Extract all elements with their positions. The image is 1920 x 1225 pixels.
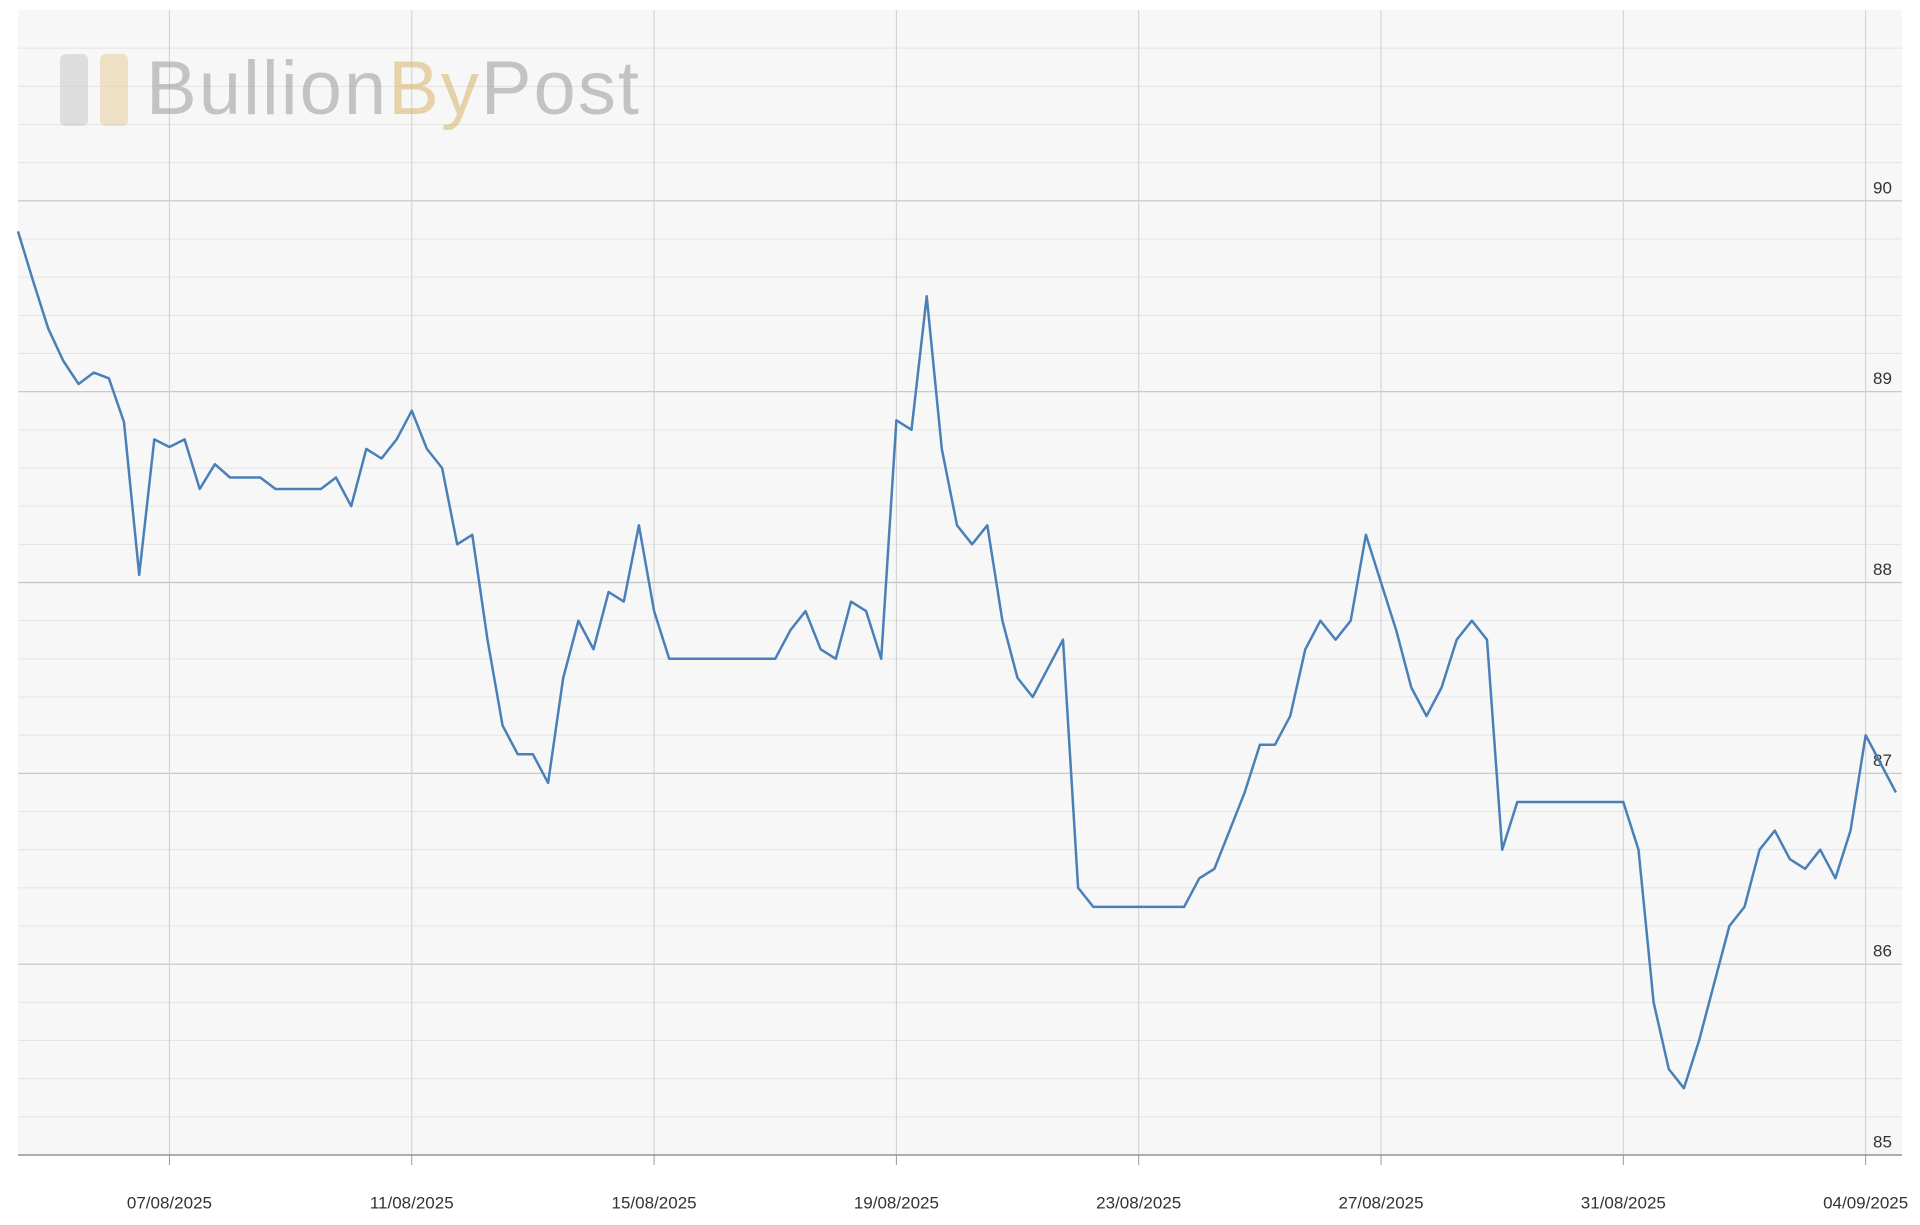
logo-bar xyxy=(60,54,88,126)
x-tick-label: 11/08/2025 xyxy=(370,1193,454,1212)
grid xyxy=(18,10,1902,1156)
x-tick-label: 15/08/2025 xyxy=(612,1193,697,1212)
y-tick-label: 85 xyxy=(1873,1132,1892,1151)
watermark-part: Bullion xyxy=(146,46,388,131)
x-tick-label: 23/08/2025 xyxy=(1096,1193,1181,1212)
price-line xyxy=(16,231,1898,1090)
watermark: BullionByPost xyxy=(60,46,641,131)
watermark-part: By xyxy=(388,46,481,131)
watermark-text: BullionByPost xyxy=(146,46,641,131)
x-tick-label: 19/08/2025 xyxy=(854,1193,939,1212)
x-tick-label: 07/08/2025 xyxy=(127,1193,212,1212)
x-tick-label: 27/08/2025 xyxy=(1338,1193,1423,1212)
x-tick-label: 04/09/2025 xyxy=(1823,1193,1908,1212)
y-tick-label: 90 xyxy=(1873,178,1892,197)
watermark-part: Post xyxy=(481,46,641,131)
x-tick-label: 31/08/2025 xyxy=(1581,1193,1666,1212)
y-tick-label: 89 xyxy=(1873,369,1892,388)
y-tick-label: 86 xyxy=(1873,942,1892,961)
logo-bar xyxy=(100,54,128,126)
y-tick-label: 88 xyxy=(1873,560,1892,579)
